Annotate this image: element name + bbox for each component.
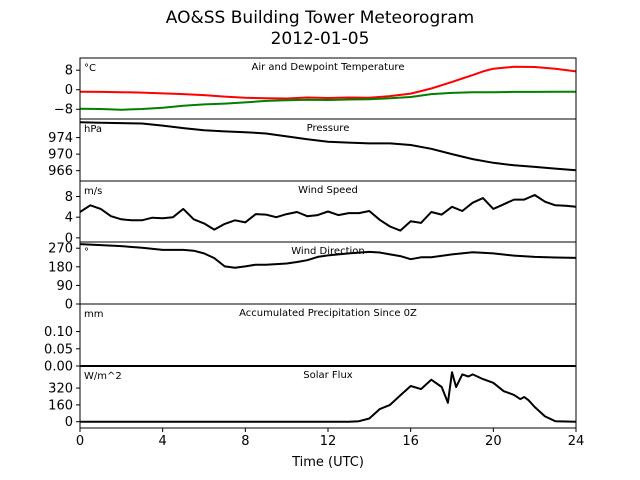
unit-label: hPa <box>84 124 102 135</box>
x-tick-label: 24 <box>568 434 585 449</box>
y-tick-label: 966 <box>48 164 73 179</box>
x-tick-label: 0 <box>76 434 84 449</box>
y-tick-label: −8 <box>54 103 73 118</box>
series-line <box>79 65 577 100</box>
y-tick-label: 320 <box>48 382 73 397</box>
y-tick-label: 160 <box>48 398 73 413</box>
series-line <box>80 371 577 423</box>
x-axis-label: Time (UTC) <box>291 455 364 470</box>
y-tick-label: 8 <box>65 190 73 205</box>
unit-label: °C <box>84 63 96 74</box>
y-tick-label: 974 <box>48 131 73 146</box>
panel-2: 0 4 8 m/s Wind Speed <box>65 180 577 246</box>
chart-title: AO&SS Building Tower Meteorogram <box>165 8 475 28</box>
panel-0: −8 0 8 °C Air and Dewpoint Temperature <box>54 57 577 120</box>
y-tick-label: 0.10 <box>44 325 73 340</box>
y-tick-label: 90 <box>56 279 73 294</box>
x-tick-label: 20 <box>485 434 502 449</box>
y-tick-label: 0.00 <box>44 360 73 375</box>
panel-title: Wind Speed <box>298 185 358 196</box>
series-line <box>79 243 577 269</box>
series-line <box>79 194 577 232</box>
y-tick-label: 180 <box>48 260 73 275</box>
series-line <box>79 121 577 172</box>
y-tick-label: 0 <box>65 298 73 313</box>
unit-label: mm <box>84 309 103 320</box>
unit-label: W/m^2 <box>84 371 122 382</box>
y-tick-label: 0 <box>65 231 73 246</box>
y-tick-label: 0 <box>65 83 73 98</box>
y-tick-label: 970 <box>48 148 73 163</box>
y-tick-label: 4 <box>65 211 73 226</box>
panel-4: 0.00 0.05 0.10 mm Accumulated Precipitation … <box>44 303 577 375</box>
y-tick-label: 0 <box>65 415 73 430</box>
series-line <box>79 90 576 111</box>
y-tick-label: 0.05 <box>44 342 73 357</box>
unit-label: ° <box>84 247 89 258</box>
panel-title: Solar Flux <box>303 370 353 381</box>
y-tick-label: 270 <box>48 242 73 257</box>
chart-date: 2012-01-05 <box>270 29 370 49</box>
panel-title: Wind Direction <box>291 246 365 257</box>
y-tick-label: 8 <box>65 64 73 79</box>
x-tick-label: 12 <box>320 434 337 449</box>
x-tick-label: 4 <box>159 434 167 449</box>
x-tick-label: 16 <box>402 434 419 449</box>
panel-title: Air and Dewpoint Temperature <box>252 62 405 73</box>
panel-title: Accumulated Precipitation Since 0Z <box>239 308 417 319</box>
unit-label: m/s <box>84 186 102 197</box>
x-tick-label: 8 <box>241 434 249 449</box>
panel-3: 0 90 180 270 ° Wind Direction <box>48 241 577 313</box>
panel-title: Pressure <box>307 123 350 134</box>
